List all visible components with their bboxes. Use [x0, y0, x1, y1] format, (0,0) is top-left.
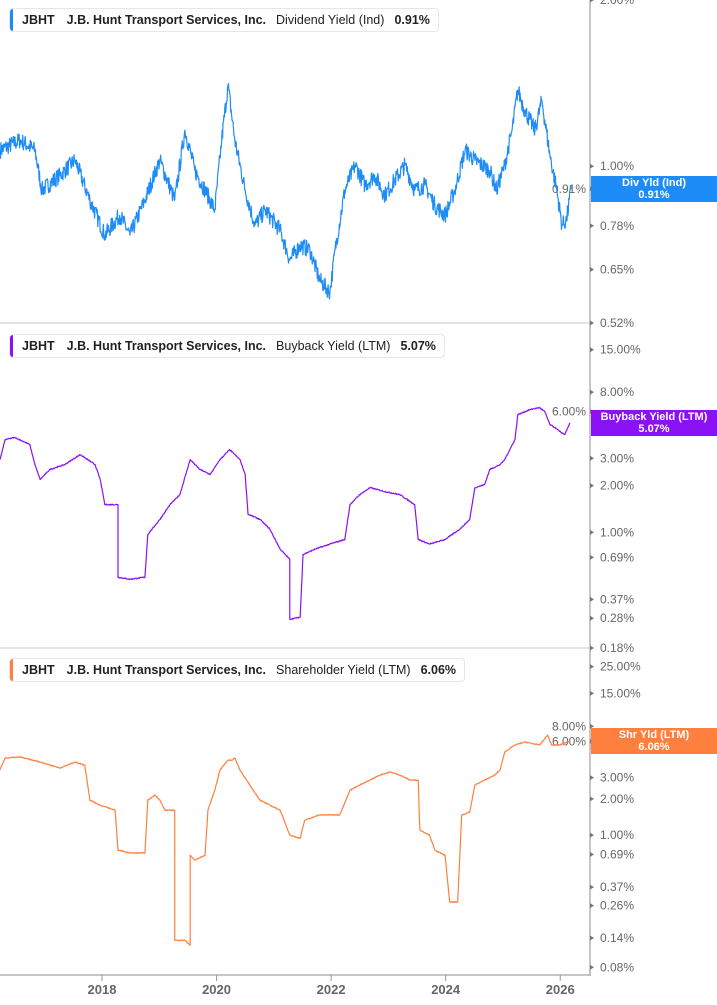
- y-tick-label: 0.37%: [600, 592, 634, 606]
- tag-value: 6.06%: [638, 740, 670, 753]
- y-tick-label: 0.08%: [600, 960, 634, 974]
- x-tick-label: 2018: [88, 982, 117, 997]
- y-tick-label: 6.00%: [552, 405, 586, 419]
- current-value-tag-buyback: Buyback Yield (LTM) 5.07%: [591, 409, 717, 436]
- tag-value: 0.91%: [638, 188, 670, 201]
- y-tick-mark: [590, 645, 594, 651]
- legend-metric: Dividend Yield (Ind): [276, 13, 385, 27]
- y-tick-label: 0.69%: [600, 848, 634, 862]
- y-tick-mark: [590, 554, 594, 560]
- y-tick-mark: [590, 775, 594, 781]
- y-tick-mark: [590, 0, 594, 3]
- y-tick-mark: [590, 615, 594, 621]
- legend-metric: Buyback Yield (LTM): [276, 339, 391, 353]
- current-value-tag-shareholder: Shr Yld (LTM) 6.06%: [591, 727, 717, 754]
- y-tick-mark: [590, 935, 594, 941]
- legend-company: J.B. Hunt Transport Services, Inc.: [66, 13, 267, 27]
- y-tick-mark: [590, 347, 594, 353]
- y-tick-label: 0.26%: [600, 899, 634, 913]
- y-tick-label: 0.65%: [600, 262, 634, 276]
- y-tick-mark: [590, 483, 594, 489]
- legend-metric: Shareholder Yield (LTM): [276, 663, 411, 677]
- y-tick-label: 8.00%: [552, 719, 586, 733]
- y-tick-mark: [590, 266, 594, 272]
- legend-color-bar: [10, 335, 13, 357]
- x-tick-label: 2022: [317, 982, 346, 997]
- x-tick-label: 2024: [431, 982, 461, 997]
- y-tick-label: 0.78%: [600, 219, 634, 233]
- y-tick-mark: [590, 529, 594, 535]
- tag-label: Shr Yld (LTM): [618, 728, 690, 741]
- panel-1: 2.00% 1.00% 0.91% 0.78% 0.65% 0.52%: [0, 0, 634, 330]
- legend-dividend-yield: JBHT J.B. Hunt Transport Services, Inc. …: [9, 8, 439, 32]
- y-tick-label: 3.00%: [600, 771, 634, 785]
- y-tick-label: 15.00%: [600, 343, 641, 357]
- y-tick-mark: [590, 320, 594, 326]
- tag-label: Buyback Yield (LTM): [600, 410, 708, 423]
- y-tick-label: 0.28%: [600, 611, 634, 625]
- y-tick-label: 0.52%: [600, 316, 634, 330]
- y-tick-label: 2.00%: [600, 479, 634, 493]
- y-tick-label: 0.14%: [600, 931, 634, 945]
- series-line-1: [0, 83, 572, 300]
- legend-value: 5.07%: [400, 339, 436, 353]
- y-tick-mark: [590, 596, 594, 602]
- y-tick-label: 15.00%: [600, 686, 641, 700]
- legend-company: J.B. Hunt Transport Services, Inc.: [66, 663, 267, 677]
- y-tick-mark: [590, 723, 594, 729]
- y-tick-label: 1.00%: [600, 828, 634, 842]
- legend-company: J.B. Hunt Transport Services, Inc.: [66, 339, 267, 353]
- x-tick-label: 2026: [546, 982, 575, 997]
- tag-label: Div Yld (Ind): [622, 176, 686, 189]
- y-tick-mark: [590, 223, 594, 229]
- y-tick-mark: [590, 163, 594, 169]
- y-tick-mark: [590, 690, 594, 696]
- panel-2: 15.00% 8.00% 6.00% 3.00% 2.00% 1.00% 0.69% 0.37…: [0, 343, 641, 655]
- y-tick-mark: [590, 796, 594, 802]
- y-tick-label: 1.00%: [600, 525, 634, 539]
- series-line-3: [0, 734, 571, 946]
- current-value-tag-dividend: Div Yld (Ind) 0.91%: [591, 175, 717, 202]
- y-tick-label: 2.00%: [600, 792, 634, 806]
- y-tick-mark: [590, 964, 594, 970]
- y-tick-mark: [590, 455, 594, 461]
- legend-shareholder-yield: JBHT J.B. Hunt Transport Services, Inc. …: [9, 658, 466, 682]
- legend-color-bar: [10, 659, 13, 681]
- panel-3: 25.00%15.00%8.00%6.00%3.00%2.00%1.00%0.6…: [0, 660, 641, 974]
- series-line-2: [0, 406, 571, 621]
- x-tick-label: 2020: [202, 982, 231, 997]
- y-tick-label: 0.69%: [600, 550, 634, 564]
- y-tick-label: 3.00%: [600, 451, 634, 465]
- legend-color-bar: [10, 9, 13, 31]
- y-tick-label: 25.00%: [600, 660, 641, 674]
- legend-ticker: JBHT: [22, 13, 55, 27]
- y-tick-mark: [590, 852, 594, 858]
- y-tick-label: 1.00%: [600, 159, 634, 173]
- y-tick-label: 8.00%: [600, 385, 634, 399]
- y-tick-label: 0.37%: [600, 880, 634, 894]
- y-tick-mark: [590, 832, 594, 838]
- y-tick-label: 0.18%: [600, 641, 634, 655]
- y-tick-mark: [590, 389, 594, 395]
- legend-ticker: JBHT: [22, 339, 55, 353]
- y-tick-mark: [590, 903, 594, 909]
- y-tick-mark: [590, 884, 594, 890]
- legend-ticker: JBHT: [22, 663, 55, 677]
- legend-value: 6.06%: [420, 663, 457, 677]
- legend-buyback-yield: JBHT J.B. Hunt Transport Services, Inc. …: [9, 334, 445, 358]
- y-tick-label: 2.00%: [600, 0, 634, 7]
- tag-value: 5.07%: [638, 422, 670, 435]
- y-tick-label: 0.91%: [552, 182, 586, 196]
- legend-value: 0.91%: [394, 13, 430, 27]
- y-tick-mark: [590, 664, 594, 670]
